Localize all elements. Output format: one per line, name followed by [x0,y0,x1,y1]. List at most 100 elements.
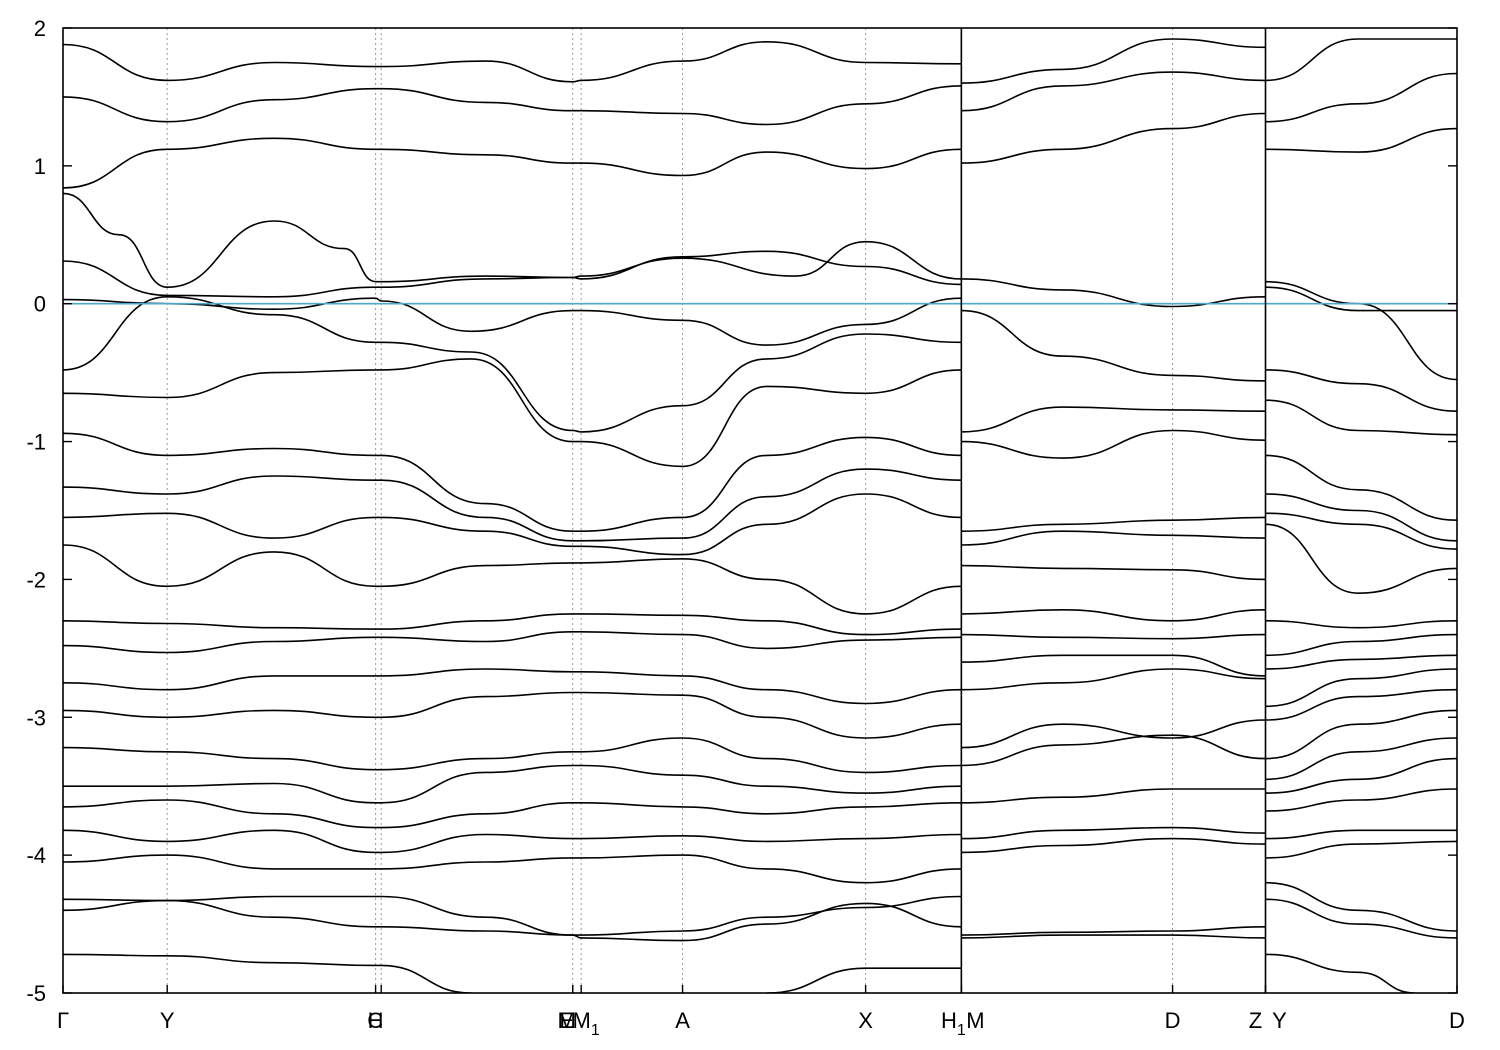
band-line [1265,654,1457,670]
band-line [63,250,962,298]
kpoint-label: M [558,1008,576,1033]
band-line [1265,898,1457,939]
kpoint-label: M1 [573,1008,600,1039]
band-line [1265,620,1457,629]
band-line [961,278,1266,308]
band-line [961,734,1266,767]
band-line [63,297,962,346]
band-lines [63,38,1457,993]
band-line [1265,709,1457,760]
band-line [961,38,1266,84]
band-line [1265,38,1457,82]
band-line [961,309,1266,382]
kpoint-label: D [1449,1008,1465,1033]
band-line [63,737,962,774]
band-line [1265,881,1457,932]
band-line [961,654,1266,677]
band-line [961,934,1266,939]
band-line [961,516,1266,532]
band-line [1265,737,1457,781]
band-line [961,926,1266,936]
band-line [63,631,962,654]
band-line [961,837,1266,854]
band-line [63,799,962,829]
band-line [1265,953,1415,993]
band-line [63,691,962,739]
band-line [1265,399,1457,436]
band-line [63,764,962,804]
band-line [63,358,962,468]
band-line [1265,280,1457,381]
band-line [63,854,962,884]
kpoint-label: Y [1272,1008,1287,1033]
band-line [63,613,962,636]
kpoint-label: Γ [57,1008,69,1033]
band-line [961,406,1266,433]
band-line [961,719,1266,749]
band-line [63,295,962,433]
band-line [1265,633,1457,657]
y-tick-label: 1 [34,154,46,179]
band-line [961,826,1266,840]
band-line [961,564,1266,581]
band-line [1265,757,1457,794]
band-line [961,668,1266,691]
band-line [1265,286,1457,312]
band-line [63,192,962,289]
band-line [1265,829,1457,840]
band-line [63,137,962,189]
band-line [1265,72,1457,123]
band-line [63,493,962,556]
y-tick-label: -5 [26,981,46,1006]
band-line [63,544,962,615]
band-line [1265,493,1457,542]
band-line [63,432,962,532]
kpoint-label: H1 [941,1008,966,1039]
band-line [961,71,1266,112]
band-line [1265,454,1457,521]
band-line [1265,369,1457,412]
band-line [63,468,962,542]
y-tick-label: -1 [26,430,46,455]
band-line [63,40,962,83]
kpoint-label: E [559,1008,574,1033]
band-line [63,829,962,854]
band-line [961,112,1266,164]
band-line [1265,840,1457,859]
kpoint-subscript: 1 [591,1022,600,1039]
band-line [961,429,1266,459]
y-tick-label: 0 [34,292,46,317]
kpoint-label: H [368,1008,384,1033]
kpoint-subscript: 1 [957,1022,966,1039]
kpoint-label: Z [1249,1008,1262,1033]
kpoint-label: Y [160,1008,175,1033]
y-tick-label: -2 [26,567,46,592]
y-axis: 2 1 0 -1 -2 -3 -4 -5 [26,16,1457,1006]
band-line [1265,688,1457,721]
band-line [63,668,962,705]
band-line [961,530,1266,546]
kpoint-label: M [966,1008,984,1033]
band-line [1265,512,1457,550]
kpoint-label: A [675,1008,690,1033]
band-line [63,895,962,936]
band-line [63,899,962,942]
band-line [1265,668,1457,708]
band-line [1265,523,1457,595]
kpoint-label: X [858,1008,873,1033]
plot-frame [62,27,1458,994]
band-line [63,953,472,993]
kpoint-label: C [367,1008,383,1033]
high-symmetry-gridlines [166,28,1267,993]
band-line [63,85,962,126]
band-line [961,608,1266,622]
band-line [1265,127,1457,153]
band-line [961,633,1266,640]
segment-dividers [960,28,1267,993]
kpoint-label: D [1165,1008,1181,1033]
band-line [766,967,962,993]
y-tick-label: -4 [26,843,46,868]
band-line [961,788,1266,804]
y-tick-label: -3 [26,705,46,730]
